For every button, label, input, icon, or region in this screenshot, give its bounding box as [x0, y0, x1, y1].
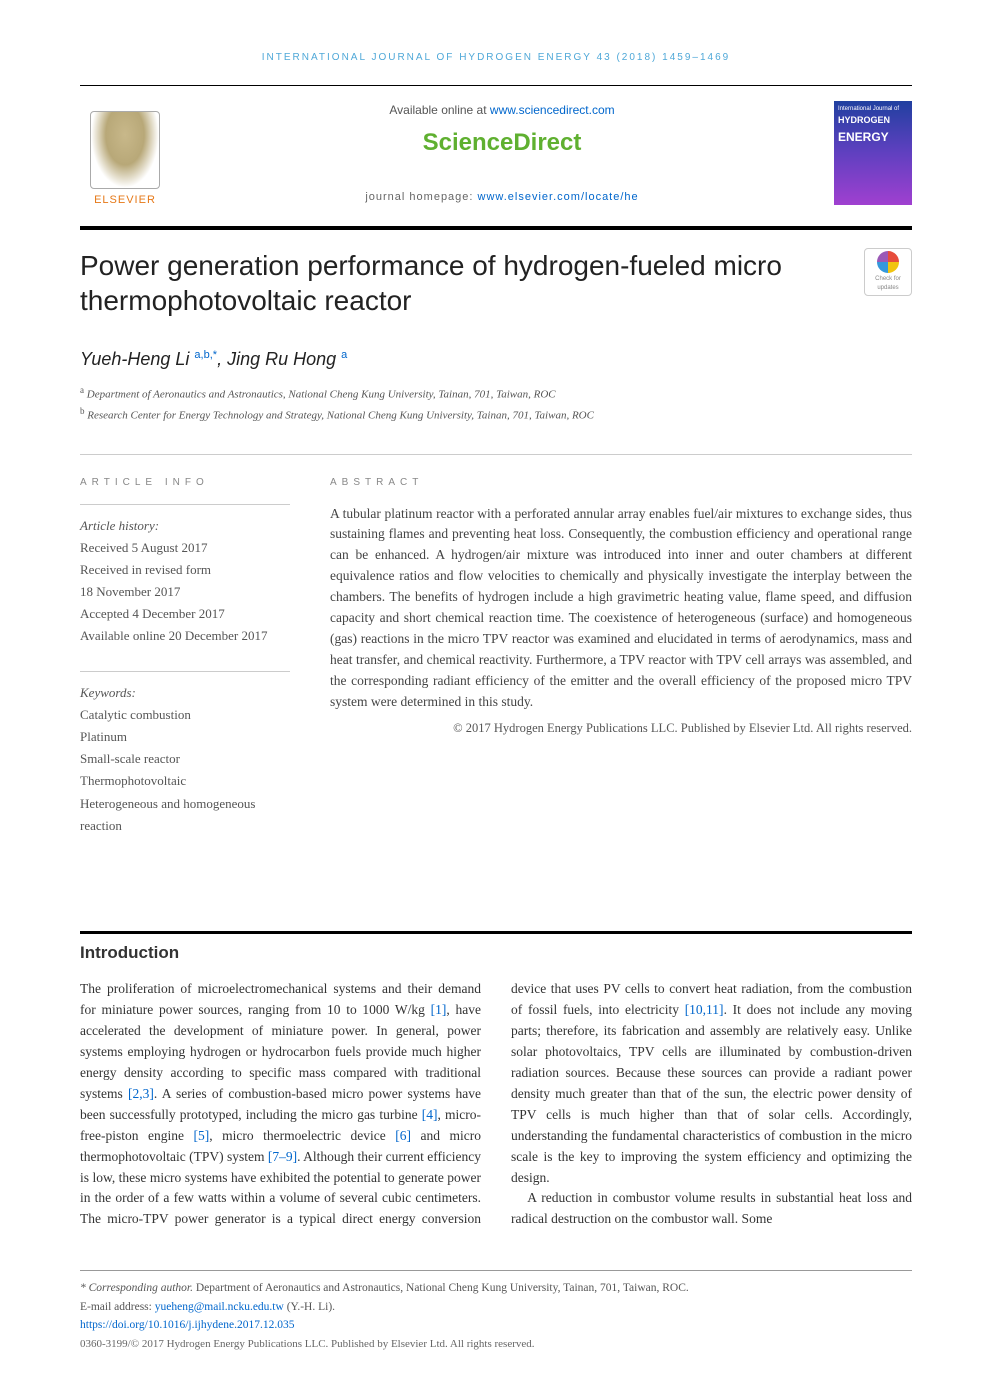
ref-link[interactable]: [10,11]: [685, 1002, 724, 1017]
affiliation-a: a Department of Aeronautics and Astronau…: [80, 383, 912, 404]
keyword: Heterogeneous and homogeneous reaction: [80, 793, 290, 837]
author-1-affil[interactable]: a,b,: [194, 349, 212, 361]
abstract-heading: ABSTRACT: [330, 475, 912, 490]
available-online: Available online at www.sciencedirect.co…: [186, 101, 818, 119]
elsevier-tree-icon: [90, 111, 160, 189]
elsevier-wordmark: ELSEVIER: [94, 192, 156, 209]
crossmark-badge[interactable]: Check for updates: [864, 248, 912, 296]
author-2-affil[interactable]: a: [341, 349, 347, 361]
revised-line2: 18 November 2017: [80, 581, 290, 603]
abstract-copyright: © 2017 Hydrogen Energy Publications LLC.…: [330, 719, 912, 738]
ref-link[interactable]: [5]: [193, 1128, 209, 1143]
footnotes: * Corresponding author. Department of Ae…: [80, 1270, 912, 1354]
running-header: INTERNATIONAL JOURNAL OF HYDROGEN ENERGY…: [80, 50, 912, 65]
ref-link[interactable]: [6]: [395, 1128, 411, 1143]
online-date: Available online 20 December 2017: [80, 625, 290, 647]
crossmark-icon: [877, 251, 899, 273]
email-link[interactable]: yueheng@mail.ncku.edu.tw: [155, 1301, 284, 1313]
intro-paragraph: A reduction in combustor volume results …: [511, 1188, 912, 1230]
ref-link[interactable]: [4]: [422, 1107, 438, 1122]
crossmark-label1: Check for: [875, 275, 901, 284]
journal-home-link[interactable]: www.elsevier.com/locate/he: [478, 191, 639, 203]
journal-cover-thumbnail: International Journal of HYDROGEN ENERGY: [834, 101, 912, 205]
article-history: Article history: Received 5 August 2017 …: [80, 504, 290, 648]
cover-line2: HYDROGEN: [838, 114, 908, 128]
corresponding-author: * Corresponding author. Department of Ae…: [80, 1279, 912, 1297]
cover-line1: International Journal of: [838, 105, 908, 114]
sciencedirect-logo: ScienceDirect: [186, 125, 818, 161]
crossmark-label2: updates: [877, 284, 898, 293]
accepted-date: Accepted 4 December 2017: [80, 603, 290, 625]
author-sep: ,: [217, 349, 227, 369]
author-1-name: Yueh-Heng Li: [80, 349, 194, 369]
ref-link[interactable]: [2,3]: [128, 1086, 154, 1101]
history-label: Article history:: [80, 515, 290, 537]
affiliations: a Department of Aeronautics and Astronau…: [80, 383, 912, 426]
revised-line1: Received in revised form: [80, 559, 290, 581]
keyword: Small-scale reactor: [80, 748, 290, 770]
keyword: Thermophotovoltaic: [80, 770, 290, 792]
ref-link[interactable]: [7–9]: [268, 1149, 297, 1164]
ref-link[interactable]: [1]: [431, 1002, 447, 1017]
author-list: Yueh-Heng Li a,b,*, Jing Ru Hong a: [80, 346, 912, 373]
sciencedirect-link[interactable]: www.sciencedirect.com: [490, 103, 615, 117]
keyword: Catalytic combustion: [80, 704, 290, 726]
affiliation-b: b Research Center for Energy Technology …: [80, 404, 912, 425]
available-prefix: Available online at: [389, 103, 490, 117]
elsevier-logo: ELSEVIER: [80, 98, 170, 208]
keyword: Platinum: [80, 726, 290, 748]
cover-line3: ENERGY: [838, 128, 908, 146]
section-title-introduction: Introduction: [80, 931, 912, 966]
issn-copyright: 0360-3199/© 2017 Hydrogen Energy Publica…: [80, 1336, 912, 1354]
email-line: E-mail address: yueheng@mail.ncku.edu.tw…: [80, 1298, 912, 1316]
journal-homepage: journal homepage: www.elsevier.com/locat…: [186, 189, 818, 206]
abstract-text: A tubular platinum reactor with a perfor…: [330, 504, 912, 713]
author-2-name: Jing Ru Hong: [227, 349, 341, 369]
introduction-body: The proliferation of microelectromechani…: [80, 979, 912, 1230]
keywords-block: Keywords: Catalytic combustion Platinum …: [80, 671, 290, 837]
article-title: Power generation performance of hydrogen…: [80, 248, 844, 318]
keywords-label: Keywords:: [80, 682, 290, 704]
journal-header: ELSEVIER Available online at www.science…: [80, 85, 912, 230]
journal-home-label: journal homepage:: [365, 191, 477, 203]
received-date: Received 5 August 2017: [80, 537, 290, 559]
doi-link[interactable]: https://doi.org/10.1016/j.ijhydene.2017.…: [80, 1316, 912, 1334]
article-info-heading: ARTICLE INFO: [80, 475, 290, 490]
